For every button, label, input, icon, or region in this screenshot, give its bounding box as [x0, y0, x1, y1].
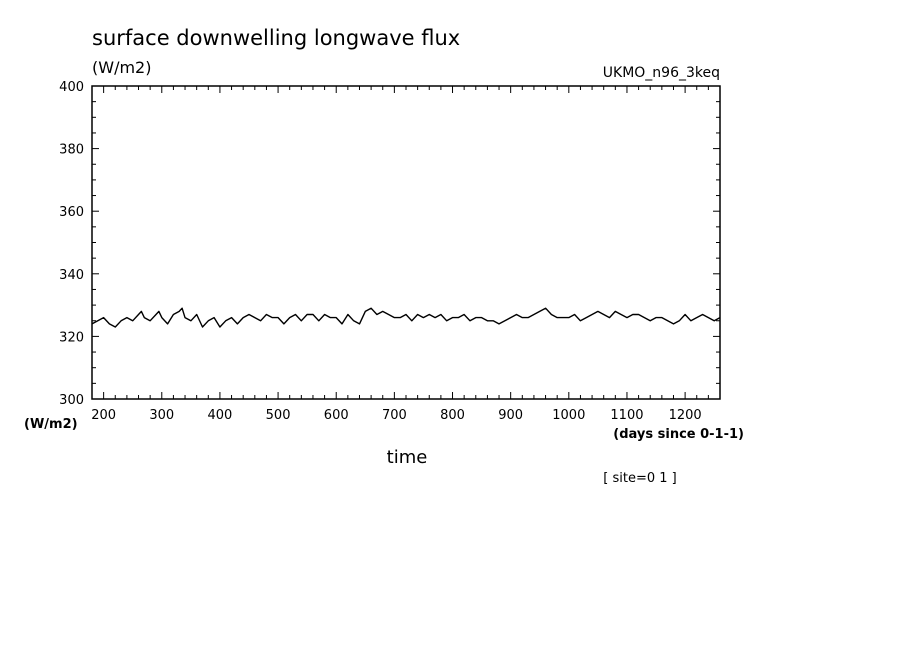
units-label: (W/m2) [92, 58, 151, 77]
y-tick-label: 300 [59, 393, 84, 408]
x-tick-label: 400 [208, 408, 233, 423]
site-label: [ site=0 1 ] [603, 471, 676, 486]
x-tick-label: 600 [324, 408, 349, 423]
x-axis-ticks [91, 86, 721, 399]
y-axis-ticks [92, 85, 720, 400]
x-tick-label: 900 [498, 408, 523, 423]
y-tick-label: 380 [59, 143, 84, 158]
x-tick-label: 500 [266, 408, 291, 423]
x-tick-label: 800 [440, 408, 465, 423]
y-tick-label: 320 [59, 330, 84, 345]
chart-title: surface downwelling longwave flux [92, 26, 460, 50]
y-tick-label: 360 [59, 205, 84, 220]
x-axis-tick-labels: 200 300 400 500 600 700 800 900 1000 1100 1200 [91, 408, 701, 423]
x-axis-units-label: (days since 0-1-1) [613, 427, 744, 442]
series-line [91, 307, 721, 328]
model-label: UKMO_n96_3keq [603, 65, 720, 81]
y-tick-label: 340 [59, 268, 84, 283]
x-tick-label: 300 [149, 408, 174, 423]
plot-frame [91, 85, 721, 400]
y-axis-label: (W/m2) [24, 417, 78, 432]
y-tick-label: 400 [59, 80, 84, 95]
x-tick-label: 1200 [669, 408, 702, 423]
x-tick-label: 1000 [552, 408, 585, 423]
x-tick-label: 1100 [610, 408, 643, 423]
x-tick-label: 200 [91, 408, 116, 423]
y-axis-tick-labels: 300 320 340 360 380 400 [59, 80, 84, 408]
x-tick-label: 700 [382, 408, 407, 423]
x-axis-label: time [387, 447, 428, 468]
